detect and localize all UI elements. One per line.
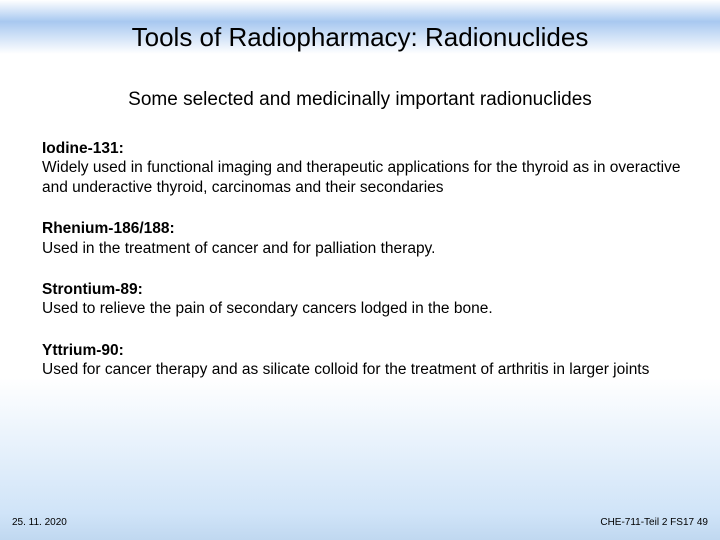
- slide-subtitle: Some selected and medicinally important …: [0, 89, 720, 111]
- radionuclide-entry: Strontium-89: Used to relieve the pain o…: [42, 280, 690, 319]
- footer-date: 25. 11. 2020: [12, 517, 67, 528]
- footer-reference: CHE-711-Teil 2 FS17 49: [600, 517, 708, 528]
- entry-description: Used to relieve the pain of secondary ca…: [42, 300, 493, 317]
- slide-title: Tools of Radiopharmacy: Radionuclides: [0, 0, 720, 53]
- entry-name: Strontium-89:: [42, 281, 143, 298]
- entry-name: Iodine-131:: [42, 140, 124, 157]
- slide: Tools of Radiopharmacy: Radionuclides So…: [0, 0, 720, 540]
- radionuclide-entry: Iodine-131: Widely used in functional im…: [42, 139, 690, 197]
- entry-name: Rhenium-186/188:: [42, 220, 175, 237]
- content-area: Iodine-131: Widely used in functional im…: [0, 139, 720, 379]
- entry-name: Yttrium-90:: [42, 342, 124, 359]
- entry-description: Used in the treatment of cancer and for …: [42, 240, 435, 257]
- radionuclide-entry: Yttrium-90: Used for cancer therapy and …: [42, 341, 690, 380]
- entry-description: Widely used in functional imaging and th…: [42, 159, 680, 195]
- radionuclide-entry: Rhenium-186/188: Used in the treatment o…: [42, 219, 690, 258]
- entry-description: Used for cancer therapy and as silicate …: [42, 361, 649, 378]
